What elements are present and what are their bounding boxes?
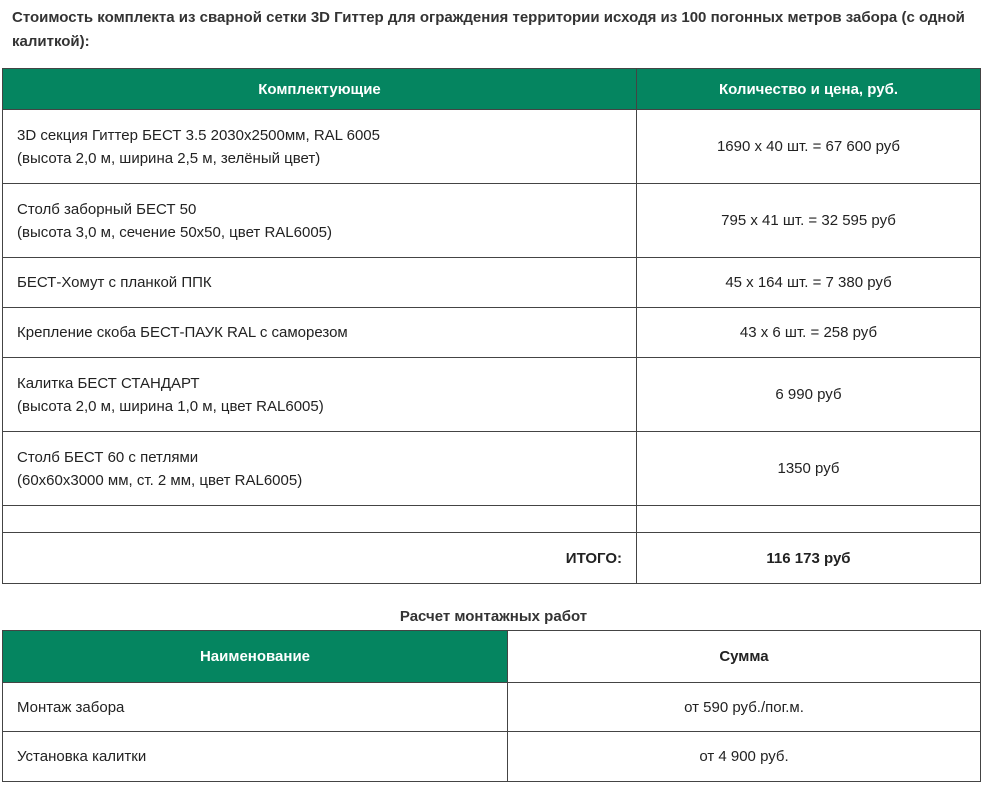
component-name: БЕСТ-Хомут с планкой ППК: [17, 274, 212, 291]
component-name: Столб БЕСТ 60 с петлями: [17, 448, 199, 466]
table-header-row: Наименование Сумма: [2, 630, 981, 683]
table-row: 3D секция Гиттер БЕСТ 3.5 2030x2500мм, R…: [2, 109, 981, 184]
header-components: Комплектующие: [2, 68, 637, 110]
component-cell: Столб заборный БЕСТ 50 (высота 3,0 м, сеч…: [2, 183, 637, 258]
component-details: (высота 2,0 м, ширина 2,5 м, зелёный цве…: [17, 149, 321, 167]
item-price: от 590 руб./пог.м.: [507, 682, 981, 732]
table-row: Столб БЕСТ 60 с петлями (60х60х3000 мм, с…: [2, 431, 981, 506]
component-price: 6 990 руб: [636, 357, 981, 432]
installation-caption: Расчет монтажных работ: [399, 608, 588, 625]
component-name: Крепление скоба БЕСТ-ПАУК RAL с саморезо…: [17, 324, 348, 341]
component-price: 45 х 164 шт. = 7 380 руб: [636, 257, 981, 308]
total-row: ИТОГО: 116 173 руб: [2, 532, 981, 584]
header-sum: Сумма: [507, 630, 981, 683]
component-price: 1350 руб: [636, 431, 981, 506]
item-name: Монтаж забора: [2, 682, 508, 732]
component-cell: 3D секция Гиттер БЕСТ 3.5 2030x2500мм, R…: [2, 109, 637, 184]
component-price: 795 х 41 шт. = 32 595 руб: [636, 183, 981, 258]
table-row: Калитка БЕСТ СТАНДАРТ (высота 2,0 м, шири…: [2, 357, 981, 432]
empty-cell: [2, 505, 637, 533]
component-details: (высота 2,0 м, ширина 1,0 м, цвет RAL600…: [17, 397, 324, 415]
table-row: Монтаж забора от 590 руб./пог.м.: [2, 682, 981, 732]
header-qty-price: Количество и цена, руб.: [636, 68, 981, 110]
component-details: (высота 3,0 м, сечение 50х50, цвет RAL60…: [17, 223, 332, 241]
component-cell: БЕСТ-Хомут с планкой ППК: [2, 257, 637, 308]
item-price: от 4 900 руб.: [507, 731, 981, 782]
table-row: Установка калитки от 4 900 руб.: [2, 731, 981, 782]
empty-row: [2, 505, 981, 533]
component-name: Столб заборный БЕСТ 50: [17, 200, 197, 218]
total-label: ИТОГО:: [2, 532, 637, 584]
header-name: Наименование: [2, 630, 508, 683]
table-row: БЕСТ-Хомут с планкой ППК 45 х 164 шт. = 7…: [2, 257, 981, 308]
kit-cost-table: Комплектующие Количество и цена, руб. 3D…: [2, 68, 981, 584]
component-price: 43 х 6 шт. = 258 руб: [636, 307, 981, 358]
component-name: Калитка БЕСТ СТАНДАРТ: [17, 374, 200, 392]
item-name: Установка калитки: [2, 731, 508, 782]
table-header-row: Комплектующие Количество и цена, руб.: [2, 68, 981, 110]
component-details: (60х60х3000 мм, ст. 2 мм, цвет RAL6005): [17, 471, 303, 489]
table-row: Столб заборный БЕСТ 50 (высота 3,0 м, сеч…: [2, 183, 981, 258]
component-price: 1690 х 40 шт. = 67 600 руб: [636, 109, 981, 184]
component-cell: Крепление скоба БЕСТ-ПАУК RAL с саморезо…: [2, 307, 637, 358]
intro-heading: Стоимость комплекта из сварной сетки 3D …: [12, 9, 965, 50]
component-name: 3D секция Гиттер БЕСТ 3.5 2030x2500мм, R…: [17, 126, 380, 144]
component-cell: Столб БЕСТ 60 с петлями (60х60х3000 мм, с…: [2, 431, 637, 506]
table-row: Крепление скоба БЕСТ-ПАУК RAL с саморезо…: [2, 307, 981, 358]
total-value: 116 173 руб: [636, 532, 981, 584]
component-cell: Калитка БЕСТ СТАНДАРТ (высота 2,0 м, шири…: [2, 357, 637, 432]
installation-table: Наименование Сумма Монтаж забора от 590 …: [2, 630, 981, 782]
empty-cell: [636, 505, 981, 533]
